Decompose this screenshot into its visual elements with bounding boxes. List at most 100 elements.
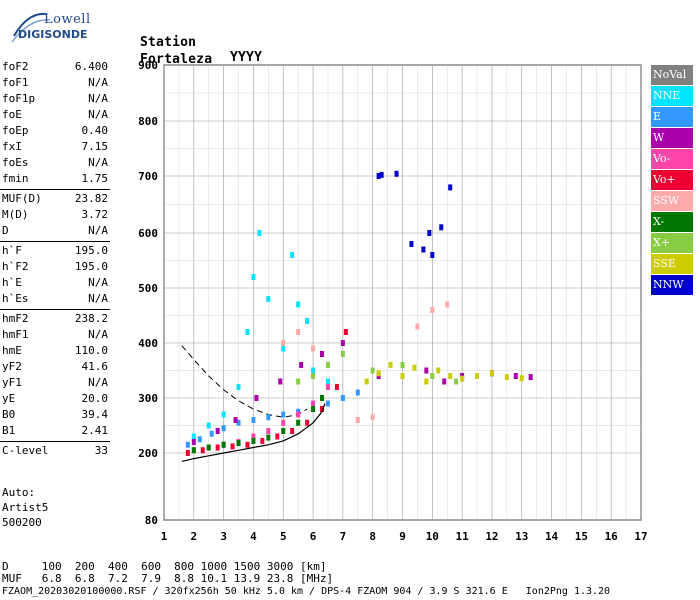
data-point-nne xyxy=(281,345,286,352)
param-value: 110.0 xyxy=(74,344,108,357)
data-point-e xyxy=(209,430,214,437)
data-point-vo+ xyxy=(230,443,235,450)
data-point-sse xyxy=(376,370,381,377)
param-row: foF2 6.400 xyxy=(2,60,108,74)
data-point-nne xyxy=(325,378,330,385)
data-point-w xyxy=(489,370,494,377)
data-point-nnw xyxy=(394,170,399,177)
param-value: 195.0 xyxy=(74,244,108,257)
data-point-w xyxy=(278,378,283,385)
data-point-sse xyxy=(489,370,494,377)
data-point-ssw xyxy=(281,340,286,346)
data-point-x+ xyxy=(370,367,375,374)
param-row: h`E N/A xyxy=(2,276,108,290)
param-label: h`E xyxy=(2,276,22,289)
param-label: hmF1 xyxy=(2,328,29,341)
logo-digisonde: DIGISONDE xyxy=(18,28,88,41)
legend-item: NoVal xyxy=(651,65,693,85)
data-point-sse xyxy=(412,364,417,371)
y-tick-label: 80 xyxy=(145,514,158,527)
data-point-w xyxy=(233,417,238,423)
y-tick-label: 400 xyxy=(138,337,158,350)
x-tick-label: 17 xyxy=(634,530,647,543)
param-row: h`F2 195.0 xyxy=(2,260,108,274)
param-row: fmin 1.75 xyxy=(2,172,108,186)
param-separator xyxy=(0,189,110,190)
data-point-vo- xyxy=(281,419,286,426)
param-value: 23.82 xyxy=(74,192,108,205)
param-label: hmE xyxy=(2,344,22,357)
data-point-w xyxy=(400,362,405,368)
data-point-w xyxy=(215,428,220,434)
data-point-x- xyxy=(251,437,256,444)
param-value: 195.0 xyxy=(74,260,108,273)
data-point-nnw xyxy=(448,184,453,191)
lowell-digisonde-logo: Lowell DIGISONDE xyxy=(6,4,126,44)
data-point-vo+ xyxy=(185,450,190,456)
param-value: 1.75 xyxy=(81,172,109,185)
data-point-ssw xyxy=(355,417,360,423)
data-point-nne xyxy=(206,422,211,429)
data-point-ssw xyxy=(296,329,301,335)
param-row: h`Es N/A xyxy=(2,292,108,306)
header-label: HHMMSS xyxy=(337,95,386,110)
param-row: fxI 7.15 xyxy=(2,140,108,154)
param-row: B1 2.41 xyxy=(2,424,108,438)
data-point-w xyxy=(191,439,196,445)
data-point-w xyxy=(340,340,345,346)
param-value: 6.400 xyxy=(74,60,108,73)
param-label: B0 xyxy=(2,408,16,421)
data-point-e xyxy=(340,395,345,401)
param-row: h`F 195.0 xyxy=(2,244,108,258)
auto-line: Auto: xyxy=(2,486,36,499)
data-point-x- xyxy=(311,406,316,412)
param-value: 238.2 xyxy=(74,312,108,325)
header-values-row: Fortaleza 2020 Out28 302 010000 RSF 1 71… xyxy=(140,37,632,247)
header-value: 302 xyxy=(315,97,340,112)
data-point-w xyxy=(528,374,533,381)
param-row: foF1 N/A xyxy=(2,76,108,90)
data-point-sse xyxy=(424,378,429,385)
data-point-e xyxy=(355,389,360,396)
param-label: M(D) xyxy=(2,208,29,221)
header-value: RSF xyxy=(398,127,423,142)
x-tick-label: 13 xyxy=(515,530,528,543)
param-row: foEp 0.40 xyxy=(2,124,108,138)
data-point-x+ xyxy=(296,378,301,385)
param-value: 20.0 xyxy=(81,392,109,405)
header-value: Out28 xyxy=(269,82,310,97)
data-point-vo+ xyxy=(305,419,310,426)
param-value: 7.15 xyxy=(81,140,109,153)
data-point-vo+ xyxy=(334,384,339,390)
data-point-vo- xyxy=(236,439,241,445)
header-value: 100 xyxy=(537,187,562,202)
data-point-vo+ xyxy=(245,441,250,448)
data-point-nne xyxy=(290,252,295,258)
data-point-nne xyxy=(340,395,345,401)
legend-item: SSW xyxy=(651,191,693,211)
param-label: yF2 xyxy=(2,360,22,373)
data-point-x+ xyxy=(454,378,459,385)
data-point-nne xyxy=(221,411,226,418)
footer-d-row: D 100 200 400 600 800 1000 1500 3000 [km… xyxy=(2,560,327,573)
x-tick-label: 8 xyxy=(369,530,376,543)
dashed-profile-curve xyxy=(181,345,308,418)
data-point-sse xyxy=(364,378,369,385)
param-row: foEs N/A xyxy=(2,156,108,170)
data-point-ssw xyxy=(415,323,420,330)
data-point-sse xyxy=(475,373,480,379)
data-point-sse xyxy=(448,373,453,379)
param-separator xyxy=(0,441,110,442)
header-label: P1 xyxy=(398,110,415,125)
data-point-nnw xyxy=(421,246,426,253)
data-point-x- xyxy=(191,447,196,454)
header-label: IGA xyxy=(575,185,600,200)
data-point-vo+ xyxy=(343,329,348,335)
data-point-vo- xyxy=(311,400,316,407)
header-value: Fortaleza xyxy=(140,52,213,67)
data-point-x- xyxy=(320,395,325,401)
data-point-x- xyxy=(236,440,241,447)
y-tick-label: 200 xyxy=(138,447,158,460)
data-point-nne xyxy=(296,301,301,308)
param-row: hmE 110.0 xyxy=(2,344,108,358)
